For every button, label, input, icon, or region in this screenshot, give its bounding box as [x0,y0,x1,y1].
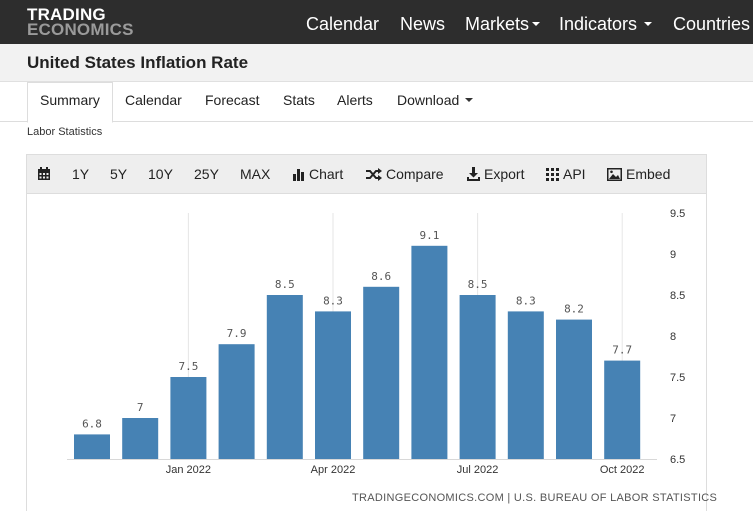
bar-value-label: 7 [137,401,144,414]
chevron-down-icon [644,22,653,27]
tab-forecast[interactable]: Forecast [205,92,260,108]
tab-download[interactable]: Download [397,92,474,108]
source-label: Labor Statistics [27,126,103,138]
bar [315,311,351,459]
x-tick-label: Apr 2022 [311,464,356,476]
chevron-down-icon [465,98,474,103]
range-10y-button[interactable]: 10Y [148,166,173,182]
y-tick-label: 8 [670,331,676,343]
nav-news[interactable]: News [400,14,446,34]
tab-summary-active[interactable] [27,82,113,123]
bar [556,319,592,459]
bar [507,311,544,459]
chart-container [26,154,707,511]
tab-summary[interactable]: Summary [40,92,100,108]
range-5y-button[interactable]: 5Y [110,166,128,182]
api-button-label: API [563,166,586,182]
bar-value-label: 9.1 [419,229,439,242]
bar [74,434,110,459]
bar-value-label: 8.3 [323,294,343,307]
bar-value-label: 7.7 [612,344,632,357]
bar-value-label: 8.5 [468,278,488,291]
bar [459,295,496,459]
logo-line-1: TRADING [27,5,106,24]
bar-value-label: 8.6 [371,270,391,283]
nav-indicators[interactable]: Indicators [559,0,653,44]
bar [122,418,159,459]
export-button[interactable]: Export [467,166,524,182]
bar [266,295,303,459]
tab-calendar[interactable]: Calendar [125,92,182,108]
tab-download-label: Download [397,92,460,108]
bar-value-label: 6.8 [82,417,102,430]
inflation-bar-chart: 6.8 7 7.5 7.9 8.5 8.3 8.6 9.1 8.5 8.3 8.2 7.7 Jan 20… [67,208,685,476]
bar-chart-icon [293,169,304,181]
chevron-down-icon [532,22,541,27]
nav-calendar[interactable]: Calendar [306,14,380,34]
nav-countries[interactable]: Countries [673,14,751,34]
page-title: United States Inflation Rate [27,53,249,72]
bar-value-label: 7.9 [227,327,247,340]
range-1y-button[interactable]: 1Y [72,166,90,182]
bar [218,344,255,459]
bar-value-label: 7.5 [178,360,198,373]
x-tick-label: Oct 2022 [600,464,645,476]
compare-button[interactable]: Compare [366,166,444,182]
calendar-icon[interactable] [37,166,55,182]
trading-economics-logo[interactable]: TRADING ECONOMICS [27,6,152,38]
x-tick-label: Jul 2022 [457,464,499,476]
export-button-label: Export [484,166,525,182]
shuffle-icon [366,168,382,181]
range-25y-button[interactable]: 25Y [194,166,219,182]
logo-line-2: ECONOMICS [27,20,134,39]
title-bar: United States Inflation Rate [0,44,753,82]
bar-value-label: 8.2 [564,303,584,316]
range-max-button[interactable]: MAX [240,166,271,182]
chart-button[interactable]: Chart [292,166,343,182]
tab-alerts[interactable]: Alerts [337,92,373,108]
y-tick-label: 7.5 [670,372,685,384]
y-tick-label: 7 [670,413,676,425]
download-icon [467,167,480,181]
compare-button-label: Compare [386,166,444,182]
y-tick-label: 9.5 [670,208,685,220]
grid-icon [546,168,559,181]
top-navbar: TRADING ECONOMICS Calendar News Markets … [0,0,753,44]
embed-button[interactable]: Embed [607,166,670,182]
y-tick-label: 9 [670,249,676,261]
embed-button-label: Embed [626,166,671,182]
chart-button-label: Chart [309,166,344,182]
nav-markets-label: Markets [465,14,530,34]
y-tick-label: 8.5 [670,290,685,302]
nav-markets[interactable]: Markets [465,0,541,44]
y-tick-label: 6.5 [670,454,685,466]
chart-source-footer: TRADINGECONOMICS.COM | U.S. BUREAU OF LA… [352,492,718,504]
bar [170,377,207,459]
bar [604,360,641,459]
nav-indicators-label: Indicators [559,14,638,34]
image-icon [607,168,622,181]
bar [363,286,400,459]
bar-value-label: 8.3 [516,294,536,307]
chart-toolbar [27,155,706,194]
tab-stats[interactable]: Stats [283,92,315,108]
tab-bar [0,82,753,122]
api-button[interactable]: API [546,166,586,182]
bar-value-label: 8.5 [275,278,295,291]
bar [411,245,448,459]
x-tick-label: Jan 2022 [166,464,211,476]
